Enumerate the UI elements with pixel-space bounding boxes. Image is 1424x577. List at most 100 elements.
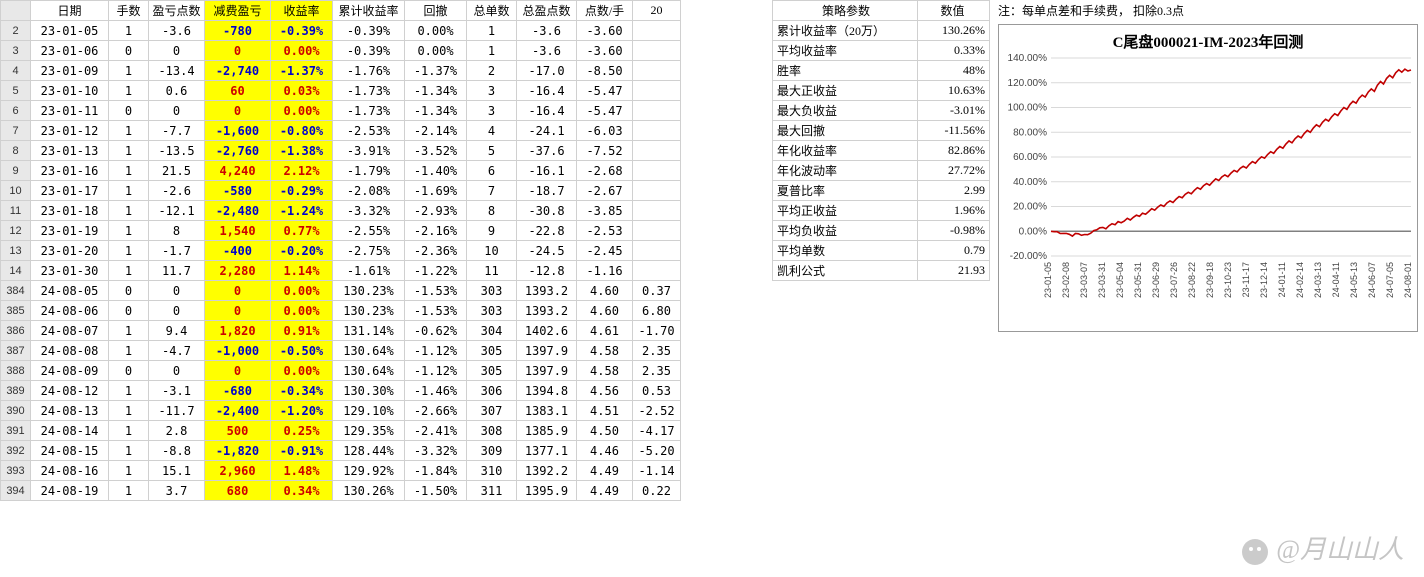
data-cell[interactable]: -1.22%: [405, 261, 467, 281]
data-cell[interactable]: -400: [205, 241, 271, 261]
data-cell[interactable]: 3: [467, 101, 517, 121]
data-cell[interactable]: -1.16: [577, 261, 633, 281]
data-cell[interactable]: 23-01-19: [31, 221, 109, 241]
data-cell[interactable]: -3.60: [577, 41, 633, 61]
data-cell[interactable]: 23-01-13: [31, 141, 109, 161]
col-header[interactable]: 日期: [31, 1, 109, 21]
param-label[interactable]: 最大负收益: [773, 101, 918, 121]
data-cell[interactable]: 1397.9: [517, 341, 577, 361]
data-cell[interactable]: 23-01-06: [31, 41, 109, 61]
param-value[interactable]: 2.99: [918, 181, 990, 201]
row-header[interactable]: 3: [1, 41, 31, 61]
data-cell[interactable]: 4.58: [577, 361, 633, 381]
data-cell[interactable]: -2.68: [577, 161, 633, 181]
data-cell[interactable]: 303: [467, 301, 517, 321]
data-cell[interactable]: -24.5: [517, 241, 577, 261]
data-cell[interactable]: -22.8: [517, 221, 577, 241]
data-cell[interactable]: 60: [205, 81, 271, 101]
data-cell[interactable]: 1394.8: [517, 381, 577, 401]
data-cell[interactable]: 1: [109, 441, 149, 461]
data-cell[interactable]: 0: [149, 101, 205, 121]
data-cell[interactable]: 2,280: [205, 261, 271, 281]
row-header[interactable]: 13: [1, 241, 31, 261]
row-header[interactable]: 384: [1, 281, 31, 301]
param-label[interactable]: 最大正收益: [773, 81, 918, 101]
data-cell[interactable]: 0: [149, 361, 205, 381]
data-cell[interactable]: 4.58: [577, 341, 633, 361]
data-cell[interactable]: 24-08-13: [31, 401, 109, 421]
param-value[interactable]: 82.86%: [918, 141, 990, 161]
data-cell[interactable]: 9: [467, 221, 517, 241]
data-cell[interactable]: 306: [467, 381, 517, 401]
param-label[interactable]: 凯利公式: [773, 261, 918, 281]
data-cell[interactable]: -1,600: [205, 121, 271, 141]
param-value[interactable]: 10.63%: [918, 81, 990, 101]
data-cell[interactable]: 23-01-17: [31, 181, 109, 201]
data-cell[interactable]: -2.66%: [405, 401, 467, 421]
data-cell[interactable]: 1: [109, 321, 149, 341]
param-value[interactable]: 48%: [918, 61, 990, 81]
data-cell[interactable]: 130.23%: [333, 301, 405, 321]
data-cell[interactable]: -24.1: [517, 121, 577, 141]
data-cell[interactable]: 3.7: [149, 481, 205, 501]
data-cell[interactable]: 0: [109, 361, 149, 381]
data-cell[interactable]: -1.14: [633, 461, 681, 481]
row-header[interactable]: 8: [1, 141, 31, 161]
data-cell[interactable]: -4.17: [633, 421, 681, 441]
data-cell[interactable]: -1.69%: [405, 181, 467, 201]
data-cell[interactable]: -16.4: [517, 101, 577, 121]
data-cell[interactable]: 1: [109, 161, 149, 181]
col-header[interactable]: 点数/手: [577, 1, 633, 21]
data-cell[interactable]: 1392.2: [517, 461, 577, 481]
data-cell[interactable]: 1: [109, 341, 149, 361]
data-cell[interactable]: 0: [205, 101, 271, 121]
data-cell[interactable]: -3.6: [517, 41, 577, 61]
data-cell[interactable]: 1393.2: [517, 301, 577, 321]
data-cell[interactable]: 1385.9: [517, 421, 577, 441]
param-header[interactable]: 数值: [918, 1, 990, 21]
data-cell[interactable]: 308: [467, 421, 517, 441]
data-cell[interactable]: 1: [109, 241, 149, 261]
data-cell[interactable]: 1395.9: [517, 481, 577, 501]
data-cell[interactable]: -3.6: [149, 21, 205, 41]
data-cell[interactable]: 311: [467, 481, 517, 501]
data-cell[interactable]: 4.51: [577, 401, 633, 421]
data-cell[interactable]: 24-08-12: [31, 381, 109, 401]
data-cell[interactable]: -4.7: [149, 341, 205, 361]
col-header[interactable]: 盈亏点数: [149, 1, 205, 21]
data-cell[interactable]: -13.5: [149, 141, 205, 161]
data-cell[interactable]: -2.53: [577, 221, 633, 241]
data-cell[interactable]: [633, 161, 681, 181]
col-header[interactable]: 收益率: [271, 1, 333, 21]
data-cell[interactable]: 11.7: [149, 261, 205, 281]
data-cell[interactable]: -3.1: [149, 381, 205, 401]
row-header[interactable]: 11: [1, 201, 31, 221]
data-cell[interactable]: 23-01-09: [31, 61, 109, 81]
data-cell[interactable]: 1: [109, 181, 149, 201]
data-cell[interactable]: 1: [109, 121, 149, 141]
data-cell[interactable]: 4.49: [577, 461, 633, 481]
data-cell[interactable]: -3.32%: [333, 201, 405, 221]
param-table[interactable]: 策略参数数值累计收益率（20万）130.26%平均收益率0.33%胜率48%最大…: [772, 0, 990, 281]
param-value[interactable]: -11.56%: [918, 121, 990, 141]
data-cell[interactable]: 0: [205, 301, 271, 321]
data-cell[interactable]: 0.37: [633, 281, 681, 301]
data-cell[interactable]: 2.35: [633, 341, 681, 361]
row-header[interactable]: 14: [1, 261, 31, 281]
data-cell[interactable]: 0.6: [149, 81, 205, 101]
data-cell[interactable]: 680: [205, 481, 271, 501]
col-header[interactable]: 20: [633, 1, 681, 21]
data-cell[interactable]: [633, 221, 681, 241]
data-cell[interactable]: 23-01-20: [31, 241, 109, 261]
data-cell[interactable]: 130.64%: [333, 341, 405, 361]
param-label[interactable]: 胜率: [773, 61, 918, 81]
param-value[interactable]: 1.96%: [918, 201, 990, 221]
data-cell[interactable]: 23-01-10: [31, 81, 109, 101]
data-cell[interactable]: [633, 201, 681, 221]
data-cell[interactable]: -1.79%: [333, 161, 405, 181]
data-cell[interactable]: -1,000: [205, 341, 271, 361]
data-cell[interactable]: 4,240: [205, 161, 271, 181]
data-cell[interactable]: -1,820: [205, 441, 271, 461]
data-cell[interactable]: 23-01-18: [31, 201, 109, 221]
param-value[interactable]: -0.98%: [918, 221, 990, 241]
